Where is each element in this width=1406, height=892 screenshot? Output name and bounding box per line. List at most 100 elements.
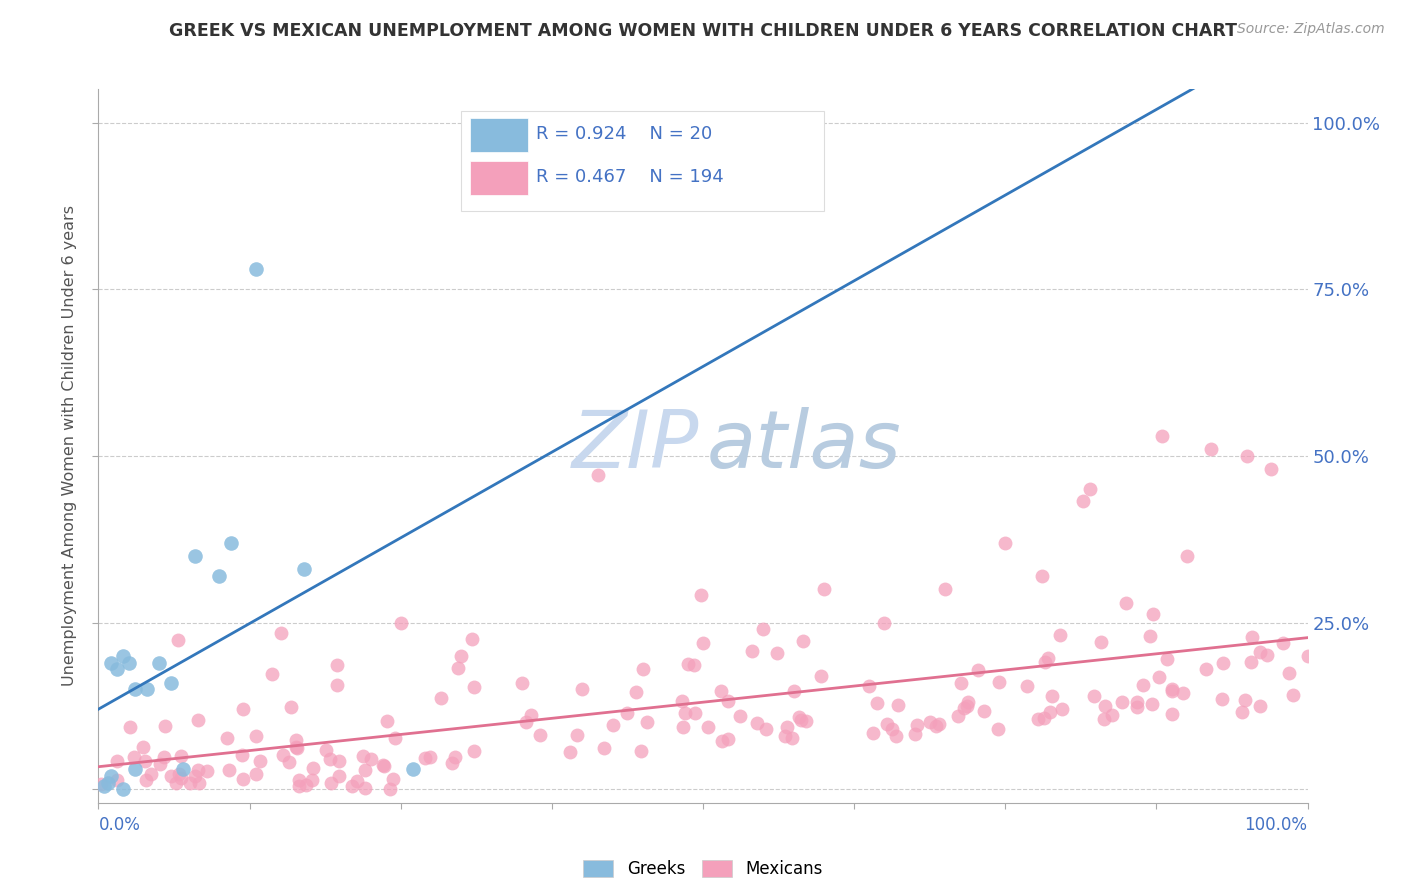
Point: [752, 623, 775, 637]
Point: [692, 636, 714, 650]
Point: [1211, 691, 1233, 706]
Point: [111, 649, 134, 664]
Point: [593, 741, 616, 756]
Point: [208, 569, 231, 583]
Point: [90, 777, 112, 791]
Point: [728, 709, 751, 723]
Point: [1160, 681, 1182, 696]
Point: [373, 757, 395, 772]
Point: [673, 706, 696, 720]
Point: [813, 582, 835, 597]
Point: [353, 781, 375, 796]
Point: [447, 661, 470, 675]
Point: [1094, 698, 1116, 713]
Point: [773, 730, 796, 744]
Text: GREEK VS MEXICAN UNEMPLOYMENT AMONG WOMEN WITH CHILDREN UNDER 6 YEARS CORRELATIO: GREEK VS MEXICAN UNEMPLOYMENT AMONG WOME…: [169, 22, 1237, 40]
Point: [382, 772, 405, 786]
Point: [789, 713, 811, 727]
Point: [429, 690, 451, 705]
Point: [1092, 712, 1115, 726]
Point: [717, 694, 740, 708]
Point: [697, 720, 720, 734]
Point: [1249, 644, 1271, 658]
Point: [1278, 665, 1301, 680]
Point: [994, 535, 1017, 549]
Point: [904, 726, 927, 740]
Point: [179, 776, 201, 790]
Point: [1161, 684, 1184, 698]
Point: [1282, 689, 1305, 703]
Point: [160, 769, 183, 783]
Point: [443, 750, 465, 764]
Point: [1212, 656, 1234, 670]
Point: [118, 720, 141, 734]
Point: [741, 644, 763, 658]
Point: [925, 719, 948, 733]
Point: [636, 714, 658, 729]
Point: [510, 675, 533, 690]
Point: [873, 615, 896, 630]
Point: [567, 728, 589, 742]
Point: [515, 714, 537, 729]
Point: [780, 731, 803, 745]
Point: [602, 717, 624, 731]
Point: [1161, 706, 1184, 721]
Point: [346, 774, 368, 789]
Point: [245, 262, 267, 277]
Point: [1036, 651, 1059, 665]
Point: [328, 754, 350, 768]
Point: [1049, 627, 1071, 641]
Point: [169, 749, 191, 764]
Point: [97, 776, 120, 790]
Point: [1240, 655, 1263, 669]
Point: [787, 710, 810, 724]
Point: [249, 754, 271, 768]
Point: [418, 750, 440, 764]
Point: [284, 739, 307, 754]
Point: [277, 755, 299, 769]
Point: [135, 773, 157, 788]
Point: [626, 685, 648, 699]
Point: [876, 716, 898, 731]
Point: [155, 719, 177, 733]
Point: [1111, 695, 1133, 709]
Point: [450, 649, 472, 664]
Point: [221, 535, 243, 549]
Point: [463, 681, 485, 695]
Point: [340, 779, 363, 793]
Point: [1039, 705, 1062, 719]
Point: [671, 693, 693, 707]
Point: [747, 715, 769, 730]
Point: [326, 658, 349, 673]
Point: [683, 706, 706, 720]
Point: [1033, 655, 1056, 669]
Point: [1173, 686, 1195, 700]
Point: [1230, 705, 1253, 719]
Point: [231, 747, 253, 762]
Point: [710, 734, 733, 748]
Point: [132, 740, 155, 755]
Point: [188, 775, 211, 789]
Point: [105, 772, 128, 787]
Point: [169, 771, 191, 785]
Point: [1031, 569, 1053, 583]
Point: [1156, 652, 1178, 666]
Point: [302, 761, 325, 775]
Point: [952, 701, 974, 715]
Point: [288, 779, 311, 793]
Point: [1296, 649, 1319, 664]
Point: [1236, 449, 1258, 463]
Point: [118, 656, 141, 670]
Point: [215, 731, 238, 745]
Point: [124, 682, 146, 697]
Point: [360, 752, 382, 766]
Point: [135, 682, 157, 697]
Point: [141, 766, 163, 780]
Point: [167, 632, 190, 647]
Y-axis label: Unemployment Among Women with Children Under 6 years: Unemployment Among Women with Children U…: [62, 205, 77, 687]
Point: [280, 699, 302, 714]
Point: [986, 723, 1008, 737]
Point: [325, 678, 347, 692]
Point: [884, 729, 907, 743]
Legend: Greeks, Mexicans: Greeks, Mexicans: [576, 854, 830, 885]
